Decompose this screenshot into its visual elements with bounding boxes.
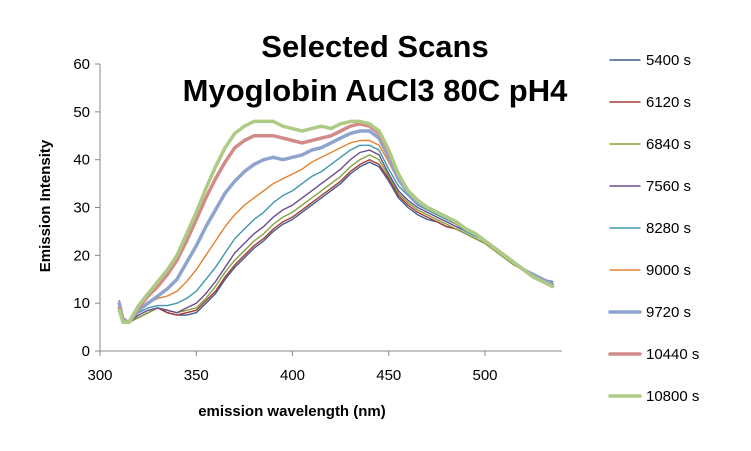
legend-label: 7560 s (646, 178, 691, 195)
legend-label: 9720 s (646, 304, 691, 321)
y-tick-label: 10 (73, 295, 90, 312)
series-line-7 (117, 122, 555, 325)
series-line-8 (117, 119, 555, 325)
series-line-4 (118, 144, 554, 323)
legend-label: 6120 s (646, 94, 691, 111)
y-tick-label: 0 (82, 343, 90, 360)
legend-label: 6840 s (646, 136, 691, 153)
chart-title-line-2: Myoglobin AuCl3 80C pH4 (183, 73, 568, 108)
y-axis-label: Emission Intensity (37, 139, 54, 272)
y-tick-label: 30 (73, 200, 90, 217)
plot-area (117, 119, 555, 325)
y-tick-label: 20 (73, 247, 90, 264)
axes: 0 10 20 30 40 50 60 300 350 400 450 500 (73, 56, 562, 384)
series-line-6 (117, 129, 555, 325)
legend-label: 10800 s (646, 388, 699, 405)
x-tick-label: 400 (280, 367, 305, 384)
legend-label: 5400 s (646, 52, 691, 69)
x-axis-label: emission wavelength (nm) (198, 403, 386, 420)
chart-title-line-1: Selected Scans (261, 29, 488, 64)
legend-label: 9000 s (646, 262, 691, 279)
x-tick-label: 300 (87, 367, 112, 384)
y-tick-label: 50 (73, 104, 90, 121)
series-line-2 (118, 154, 554, 323)
legend: 5400 s 6120 s 6840 s 7560 s 8280 s 9000 s 9720… (608, 52, 699, 405)
x-tick-label: 450 (376, 367, 401, 384)
y-tick-label: 40 (73, 152, 90, 169)
y-tick-label: 60 (73, 56, 90, 73)
series-line-5 (118, 139, 554, 323)
chart-title: Selected Scans Myoglobin AuCl3 80C pH4 (183, 29, 568, 108)
x-tick-label: 350 (184, 367, 209, 384)
x-tick-label: 500 (472, 367, 497, 384)
legend-label: 10440 s (646, 346, 699, 363)
legend-label: 8280 s (646, 220, 691, 237)
